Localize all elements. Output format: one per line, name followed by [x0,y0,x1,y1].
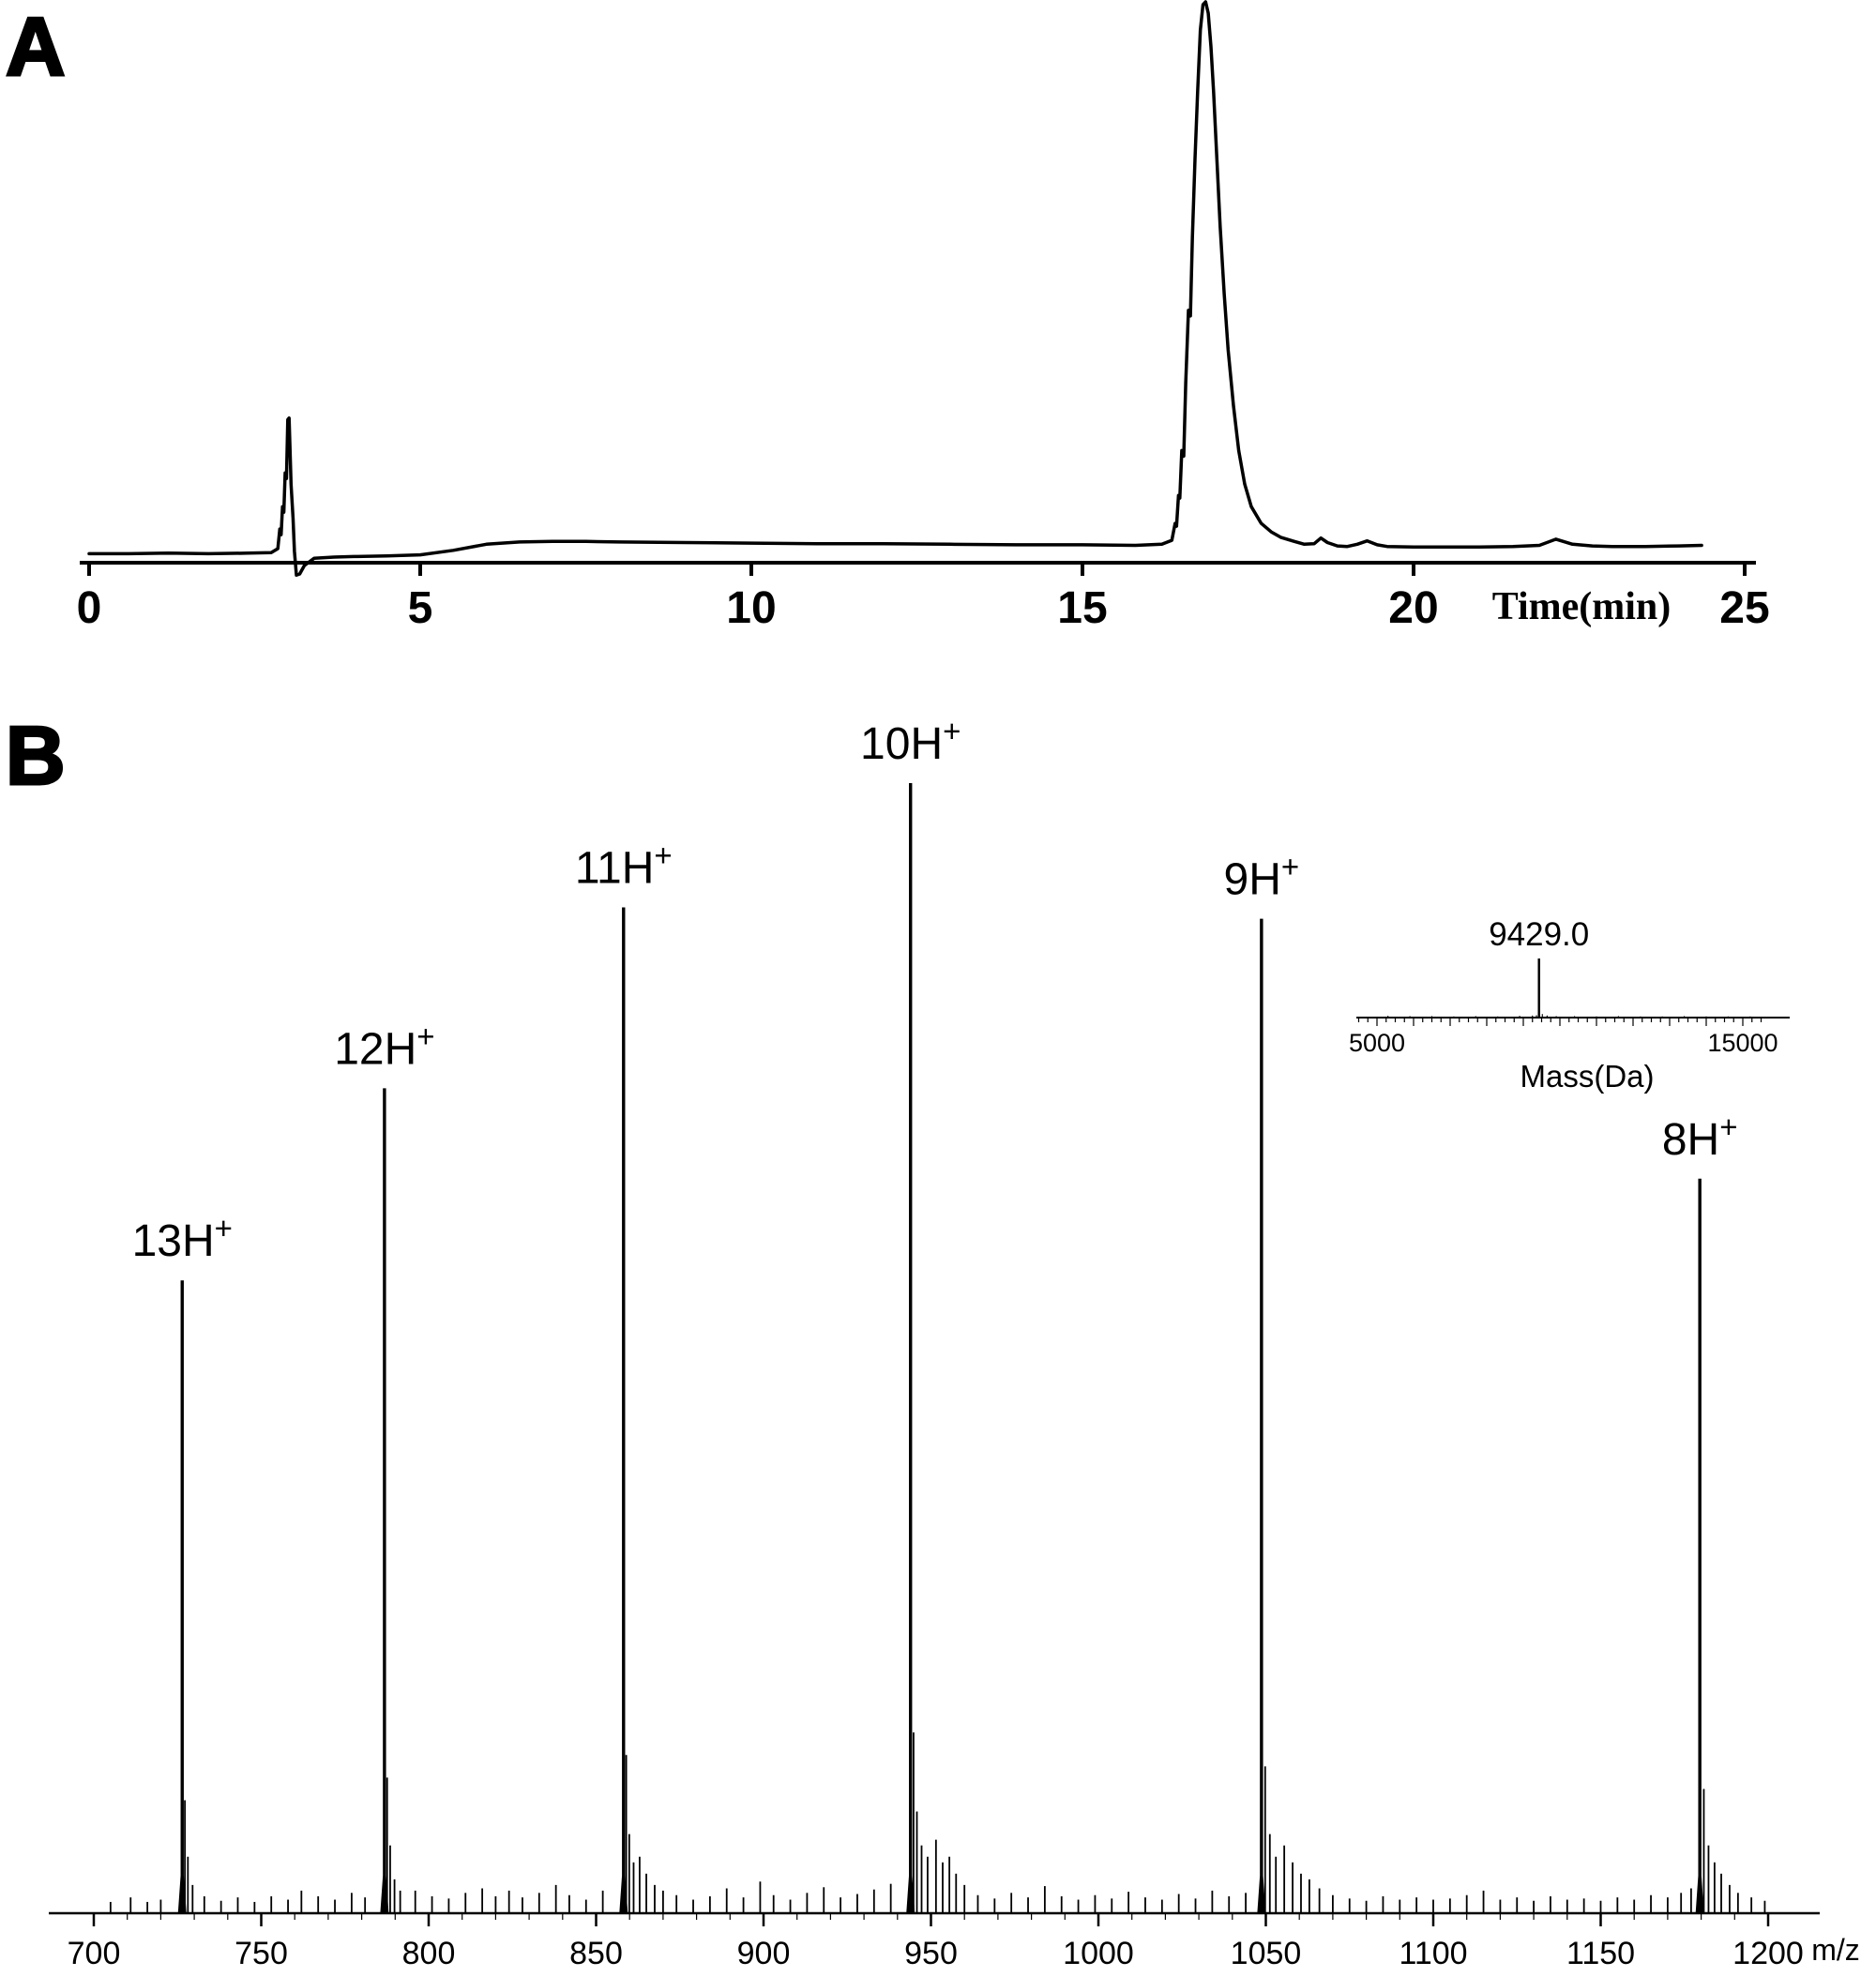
mz-tick-label: 1150 [1566,1936,1635,1971]
time-tick-label: 10 [726,583,776,633]
mz-tick-label: 800 [402,1936,456,1971]
time-tick-label: 20 [1388,583,1438,633]
mass-axis-title: Mass(Da) [1520,1059,1654,1094]
charge-state-peak [380,1088,389,1913]
charge-state-peak [177,1280,187,1913]
charge-state-label: 13H+ [132,1211,233,1266]
charge-state-label: 12H+ [334,1019,434,1074]
time-tick-label: 25 [1719,583,1769,633]
charge-state-peak [906,783,915,1913]
deconvoluted-mass-label: 9429.0 [1489,916,1589,953]
mz-tick-label: 700 [68,1936,121,1971]
mz-tick-label: 950 [904,1936,958,1971]
charge-state-peak [1695,1178,1704,1913]
mz-tick-label: 850 [569,1936,623,1971]
time-tick-label: 5 [408,583,433,633]
chromatogram-trace [87,0,1703,577]
mass-tick-label: 15000 [1707,1029,1778,1057]
mass-tick-label: 5000 [1349,1029,1405,1057]
mz-tick-label: 900 [737,1936,791,1971]
mz-axis-title: m/z [1811,1933,1860,1967]
mass-spectrum-chart: 700 750 800 850 900 950 1000 1050 1100 1150 1200 m/… [49,714,1860,1971]
time-tick-label: 0 [77,583,102,633]
time-tick-label: 15 [1057,583,1107,633]
mz-tick-label: 1200 [1732,1936,1804,1971]
charge-state-label: 11H+ [575,838,673,894]
mz-tick-label: 1100 [1399,1936,1467,1971]
panel-b-label: B [5,709,68,802]
time-axis-title: Time(min) [1492,585,1672,628]
charge-state-peak [619,907,628,1913]
charge-state-label: 9H+ [1224,850,1300,905]
charge-state-label: 8H+ [1662,1109,1738,1165]
panel-a-label: A [5,0,68,93]
charge-state-peak [1257,918,1266,1913]
mz-tick-label: 1000 [1063,1936,1134,1971]
mz-tick-label: 750 [234,1936,288,1971]
hplc-chromatogram-chart: 0 5 10 15 20 25 Time(min) [77,0,1770,633]
mz-tick-label: 1050 [1231,1936,1302,1971]
charge-state-label: 10H+ [860,714,961,769]
